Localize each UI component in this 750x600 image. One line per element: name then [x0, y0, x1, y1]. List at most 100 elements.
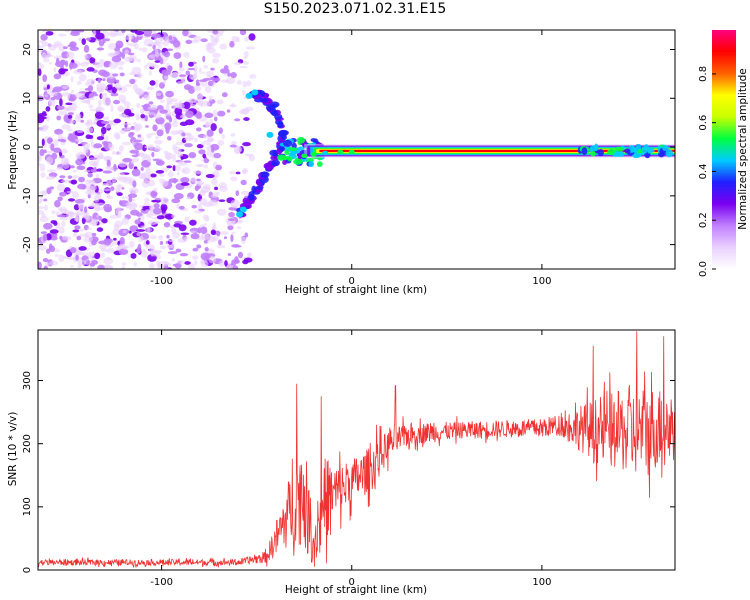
heatmap-cell — [182, 30, 189, 37]
heatmap-cell — [102, 116, 110, 121]
heatmap-cell — [39, 148, 45, 157]
heatmap-cell — [45, 248, 51, 254]
heatmap-cell — [135, 112, 140, 121]
heatmap-cell — [159, 109, 168, 114]
heatmap-cell — [155, 169, 165, 174]
heatmap-cell — [149, 262, 155, 269]
heatmap-cell — [146, 158, 152, 163]
heatmap-cell — [137, 134, 142, 138]
heatmap-cell — [112, 150, 116, 155]
heatmap-cell — [81, 38, 87, 46]
heatmap-cell — [148, 70, 152, 76]
heatmap-cell — [50, 220, 57, 224]
heatmap-cell — [156, 215, 165, 220]
heatmap-cell — [240, 190, 250, 196]
heatmap-cell — [207, 137, 215, 142]
heatmap-cell — [72, 169, 78, 173]
heatmap-cell — [59, 235, 63, 240]
heatmap-cell — [187, 67, 196, 71]
heatmap-cell — [83, 146, 89, 154]
heatmap-cell — [174, 262, 182, 269]
heatmap-cell — [175, 141, 183, 146]
heatmap-cell — [61, 217, 68, 221]
heatmap-cell — [153, 187, 158, 192]
heatmap-cell — [53, 139, 59, 147]
heatmap-cell — [68, 133, 74, 138]
heatmap-cell — [271, 159, 280, 167]
heatmap-cell — [179, 121, 188, 127]
heatmap-cell — [210, 143, 220, 151]
heatmap-cell — [227, 253, 232, 257]
heatmap-cell — [104, 124, 112, 129]
heatmap-cell — [172, 231, 180, 239]
heatmap-cell — [156, 260, 161, 267]
heatmap-cell — [103, 141, 109, 149]
heatmap-cell — [83, 54, 88, 59]
heatmap-cell — [40, 172, 46, 178]
heatmap-cell — [75, 254, 79, 261]
heatmap-cell — [243, 51, 249, 58]
heatmap-cell — [178, 74, 187, 78]
heatmap-cell — [84, 99, 91, 104]
heatmap-cell — [95, 39, 99, 43]
heatmap-cell — [159, 58, 164, 65]
heatmap-cell — [57, 207, 63, 212]
heatmap-cell — [163, 50, 171, 58]
heatmap-cell — [103, 238, 112, 246]
heatmap-cell — [229, 40, 235, 48]
heatmap-cell — [66, 51, 75, 59]
heatmap-cell — [183, 101, 191, 110]
heatmap-cell — [136, 246, 141, 254]
heatmap-cell — [155, 160, 165, 166]
heatmap-cell — [348, 149, 355, 155]
heatmap-cell — [76, 165, 86, 171]
heatmap-cell — [202, 153, 207, 159]
heatmap-cell — [93, 143, 103, 149]
heatmap-cell — [240, 179, 247, 186]
heatmap-cell — [113, 118, 121, 124]
heatmap-cell — [207, 80, 214, 87]
heatmap-cell — [122, 122, 132, 126]
snr-axes: -100 0 100 0 100 200 300 — [22, 330, 675, 588]
snr-y-tick-label: 300 — [22, 371, 33, 390]
heatmap-cell — [165, 90, 174, 98]
heatmap-cell — [171, 144, 178, 151]
heatmap-cell — [284, 149, 290, 156]
heatmap-cell — [146, 212, 150, 218]
heatmap-cell — [181, 167, 191, 175]
heatmap-cell — [115, 246, 121, 251]
spectrogram-x-tick-label: 100 — [532, 276, 551, 287]
heatmap-cell — [199, 198, 208, 206]
heatmap-cell — [180, 232, 190, 235]
heatmap-cell — [202, 134, 207, 140]
heatmap-cell — [227, 218, 236, 222]
heatmap-cell — [171, 258, 175, 262]
heatmap-cell — [121, 141, 131, 146]
heatmap-cell — [202, 77, 212, 81]
heatmap-cell — [91, 220, 98, 227]
heatmap-cell — [166, 135, 172, 141]
heatmap-cell — [240, 108, 250, 115]
heatmap-cell — [162, 80, 167, 84]
heatmap-cell — [161, 206, 166, 215]
heatmap-cell — [203, 64, 209, 69]
heatmap-cell — [60, 157, 70, 166]
heatmap-cell — [67, 210, 74, 216]
heatmap-cell — [86, 227, 92, 230]
heatmap-cell — [111, 176, 117, 184]
heatmap-cell — [261, 98, 268, 103]
heatmap-cell — [121, 266, 126, 269]
heatmap-cell — [178, 205, 185, 210]
heatmap-cell — [96, 158, 100, 162]
heatmap-cell — [138, 47, 142, 51]
heatmap-cell — [168, 178, 179, 183]
heatmap-cell — [148, 144, 154, 150]
heatmap-cell — [163, 75, 169, 80]
heatmap-cell — [48, 243, 53, 251]
heatmap-cell — [190, 233, 200, 240]
heatmap-cell — [73, 232, 78, 237]
heatmap-cell — [49, 260, 59, 266]
heatmap-cell — [116, 192, 123, 197]
heatmap-cell — [76, 130, 84, 134]
